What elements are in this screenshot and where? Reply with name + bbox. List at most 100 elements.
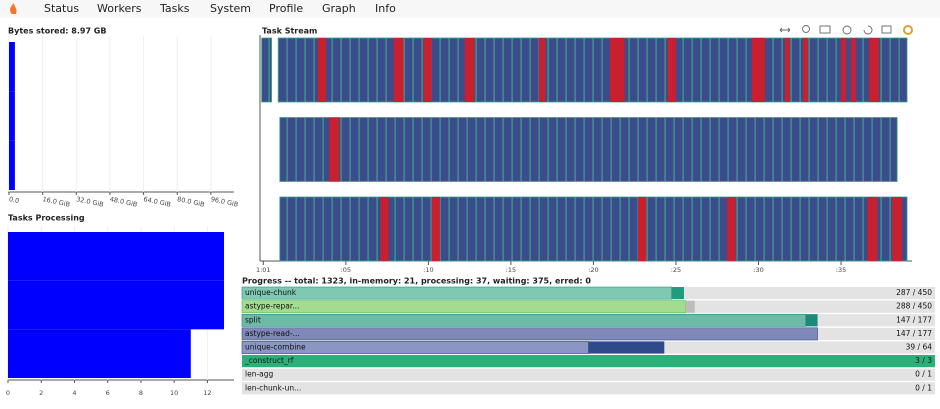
x-tick-label: :05 bbox=[341, 266, 351, 274]
transfer bbox=[667, 38, 676, 102]
transfer bbox=[393, 38, 404, 102]
progress-name: split bbox=[245, 315, 261, 324]
task-span bbox=[279, 196, 908, 262]
progress-name: astype-repar... bbox=[245, 302, 299, 311]
zoom-tool[interactable] bbox=[802, 25, 810, 33]
transfer bbox=[867, 197, 878, 261]
progress-name: astype-read-... bbox=[245, 329, 300, 338]
transfer bbox=[317, 38, 327, 102]
progress-count: 39 / 64 bbox=[906, 343, 933, 352]
bokeh-logo[interactable] bbox=[903, 25, 913, 35]
progress-released bbox=[241, 300, 686, 314]
x-tick-label: :15 bbox=[506, 266, 516, 274]
x-tick-label: 4 bbox=[72, 389, 76, 397]
progress-name: len-chunk-un... bbox=[245, 383, 301, 392]
task-span bbox=[279, 117, 898, 182]
bar bbox=[8, 329, 191, 378]
pan-tool[interactable] bbox=[779, 27, 791, 33]
x-tick-label: :10 bbox=[423, 266, 433, 274]
transfer bbox=[609, 38, 625, 102]
x-tick-label: 0 bbox=[6, 389, 10, 397]
progress-memory bbox=[588, 341, 665, 354]
x-tick-label: 12 bbox=[203, 389, 211, 397]
progress-released bbox=[241, 327, 818, 341]
progress-count: 0 / 1 bbox=[915, 383, 932, 392]
x-tick-label: 96.0 GiB bbox=[210, 195, 239, 209]
nav-link[interactable]: Info bbox=[375, 2, 396, 15]
transfer bbox=[431, 197, 440, 261]
progress-name: unique-combine bbox=[245, 343, 306, 352]
nav-link[interactable]: Graph bbox=[322, 2, 356, 15]
x-tick-label: 16.0 GiB bbox=[42, 195, 71, 209]
bar bbox=[9, 140, 15, 190]
x-tick-label: :25 bbox=[671, 266, 681, 274]
x-tick-label: 6 bbox=[106, 389, 110, 397]
transfer bbox=[727, 197, 736, 261]
hover-tool[interactable] bbox=[881, 25, 892, 34]
transfer bbox=[869, 38, 879, 102]
wheel-zoom-tool[interactable] bbox=[842, 25, 852, 35]
progress-memory bbox=[671, 287, 684, 300]
reset-tool[interactable] bbox=[863, 25, 873, 35]
progress-count: 0 / 1 bbox=[915, 370, 932, 379]
bar bbox=[9, 42, 15, 92]
transfer bbox=[329, 117, 340, 182]
task-span bbox=[261, 37, 272, 103]
x-tick-label: 8 bbox=[139, 389, 143, 397]
nav-link[interactable]: Status bbox=[44, 2, 79, 15]
progress-count: 147 / 177 bbox=[896, 329, 932, 338]
toolbar bbox=[779, 25, 913, 35]
nav-link[interactable]: Tasks bbox=[159, 2, 190, 15]
progress-name: unique-chunk bbox=[245, 288, 297, 297]
nav-link[interactable]: Workers bbox=[97, 2, 142, 15]
bar bbox=[8, 280, 225, 330]
task-span bbox=[277, 37, 908, 103]
x-tick-label: 10 bbox=[170, 389, 178, 397]
x-tick-label: 0.0 bbox=[8, 195, 20, 205]
progress-count: 147 / 177 bbox=[896, 315, 932, 324]
transfer bbox=[751, 38, 766, 102]
panel-title: Progress -- total: 1323, in-memory: 21, … bbox=[242, 277, 591, 286]
x-tick-label: 1:01 bbox=[256, 266, 271, 274]
x-tick-label: 80.0 GiB bbox=[176, 195, 205, 209]
transfer bbox=[464, 38, 475, 102]
panel-title: Task Stream bbox=[262, 27, 317, 36]
transfer bbox=[841, 38, 846, 102]
nav-link[interactable]: System bbox=[210, 2, 251, 15]
transfer bbox=[892, 197, 903, 261]
progress-name: len-agg bbox=[245, 370, 274, 379]
progress-count: 287 / 450 bbox=[896, 288, 932, 297]
transfer bbox=[423, 38, 432, 102]
transfer bbox=[380, 197, 389, 261]
progress-count: 288 / 450 bbox=[896, 302, 932, 311]
x-tick-label: :30 bbox=[753, 266, 763, 274]
transfer bbox=[803, 38, 809, 102]
logo[interactable] bbox=[10, 3, 17, 14]
x-tick-label: 2 bbox=[39, 389, 43, 397]
progress-count: 3 / 3 bbox=[915, 356, 932, 365]
x-tick-label: :20 bbox=[588, 266, 598, 274]
progress-processing bbox=[685, 300, 695, 313]
transfer bbox=[538, 38, 546, 102]
panel-title: Bytes stored: 8.97 GB bbox=[8, 27, 106, 36]
x-tick-label: 64.0 GiB bbox=[143, 195, 172, 209]
nav-link[interactable]: Profile bbox=[269, 2, 303, 15]
progress-total bbox=[242, 382, 935, 395]
x-tick-label: 48.0 GiB bbox=[109, 195, 138, 209]
progress-total bbox=[242, 368, 935, 381]
transfer bbox=[637, 197, 647, 261]
progress-name: _construct_rf bbox=[244, 356, 294, 365]
progress-memory bbox=[805, 314, 818, 327]
box-zoom-tool[interactable] bbox=[819, 25, 831, 34]
bar bbox=[8, 232, 225, 281]
progress-released bbox=[241, 286, 672, 300]
nav-bar bbox=[0, 0, 940, 18]
progress-released bbox=[241, 313, 807, 327]
transfer bbox=[784, 38, 790, 102]
bar bbox=[9, 91, 15, 141]
progress-memory bbox=[242, 355, 935, 368]
panel-title: Tasks Processing bbox=[8, 214, 85, 223]
x-tick-label: :35 bbox=[836, 266, 846, 274]
